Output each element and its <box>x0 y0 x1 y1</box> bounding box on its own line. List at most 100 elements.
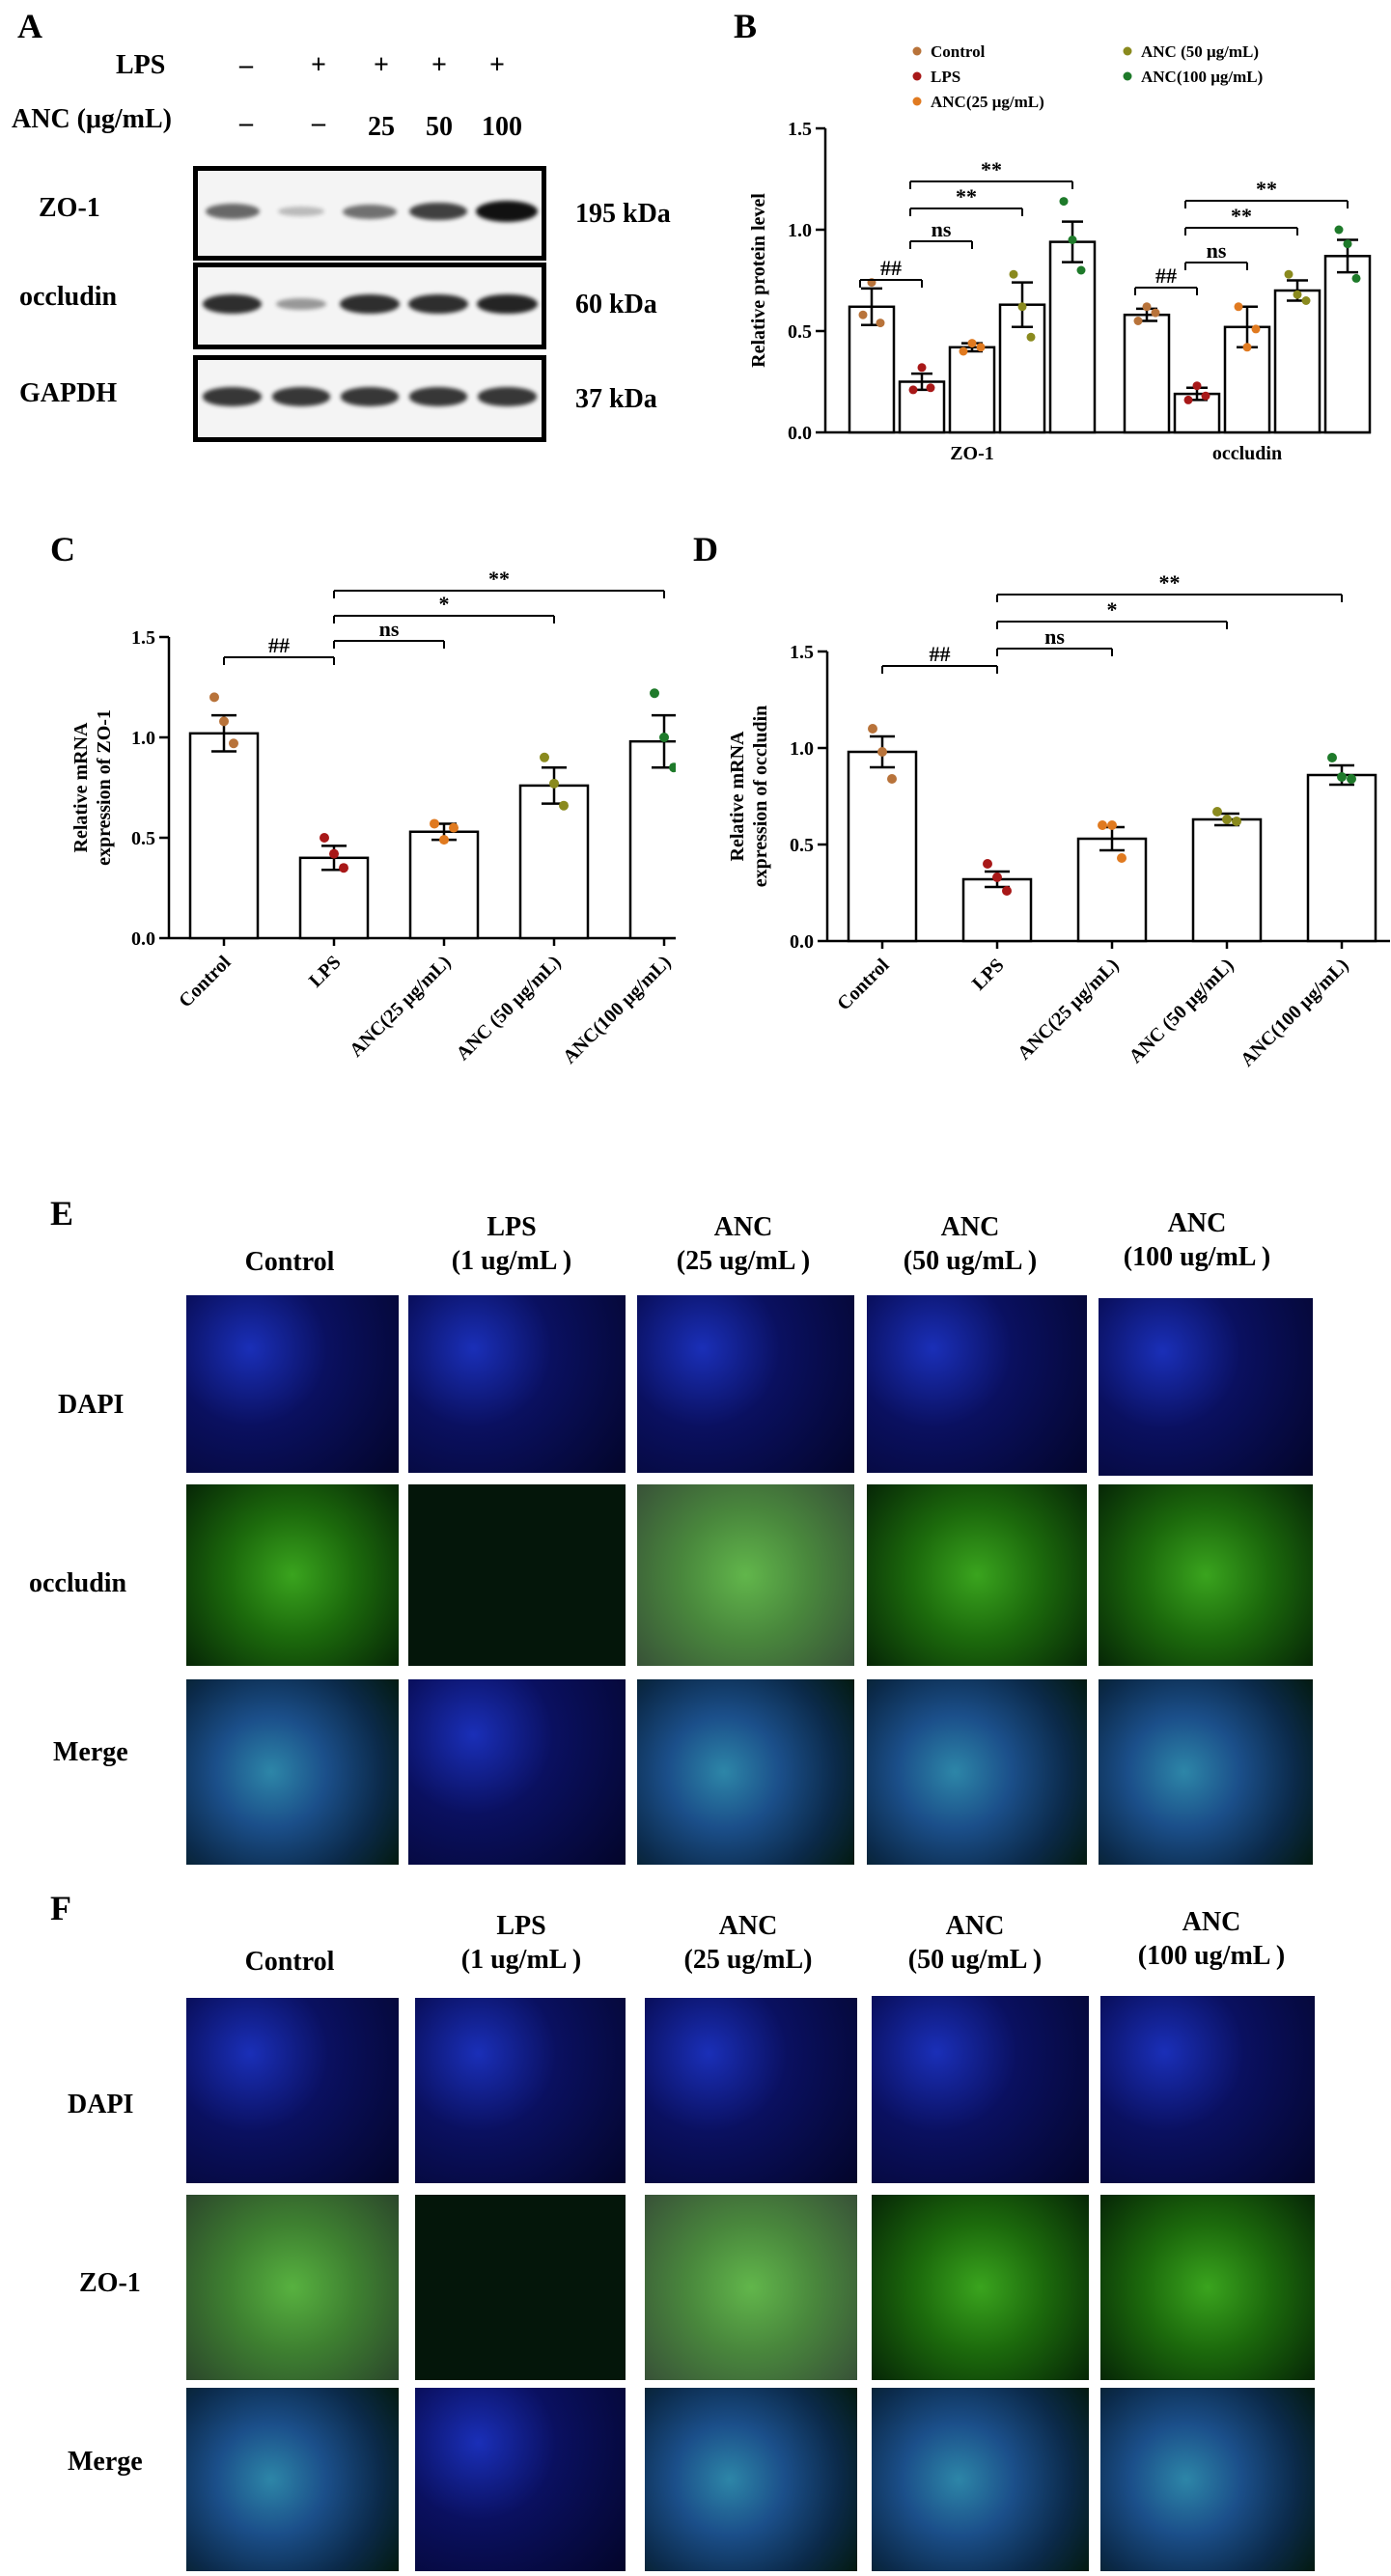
treatment-value: – <box>312 108 325 138</box>
data-point <box>1293 290 1302 299</box>
if-image-zo1-anc100 <box>1100 2195 1315 2380</box>
if-column-header: ANC (25 ug/mL ) <box>676 1212 811 1276</box>
bar <box>848 305 896 434</box>
if-image-merge-control <box>186 2388 399 2571</box>
x-category-label: LPS <box>305 952 345 991</box>
y-tick-label: 0.5 <box>790 835 814 856</box>
if-image-zo1-control <box>186 2195 399 2380</box>
if-image-zo1-anc50 <box>872 2195 1089 2380</box>
if-row-label: Merge <box>53 1737 128 1767</box>
significance-label: ## <box>268 633 290 657</box>
data-point <box>559 800 569 811</box>
bar <box>628 739 676 940</box>
blot-band <box>408 294 468 314</box>
data-point <box>1222 815 1232 824</box>
chart-d-occludin-mrna: Relative mRNA expression of occludin 0.0 0.… <box>727 570 1390 1071</box>
chart-b-protein-level: Relative protein level 0.0 0.5 1.0 1.5 ZO-1 oc… <box>748 42 1372 464</box>
data-point <box>876 319 885 328</box>
blot-band <box>205 204 260 219</box>
if-image-dapi-control <box>186 1295 399 1473</box>
treatment-value: + <box>489 50 505 80</box>
y-tick-label: 1.0 <box>790 738 814 760</box>
data-point <box>320 833 329 843</box>
treatment-label-anc: ANC (μg/mL) <box>12 104 172 134</box>
y-axis-title: Relative protein level <box>748 193 769 368</box>
if-image-dapi-anc50 <box>867 1295 1087 1473</box>
panel-label-d: D <box>693 530 718 568</box>
data-point <box>983 859 992 869</box>
data-point <box>1009 269 1018 279</box>
significance-label: ** <box>956 184 977 208</box>
data-point <box>549 778 559 789</box>
x-category-label: ANC(100 μg/mL) <box>1237 955 1353 1071</box>
significance-label: ** <box>1256 177 1277 201</box>
blot-strip-gapdh <box>193 355 546 442</box>
data-point <box>1301 296 1311 305</box>
data-point <box>1017 302 1027 312</box>
data-point <box>917 363 927 373</box>
bar <box>948 346 996 434</box>
data-point <box>1183 395 1193 404</box>
data-point <box>887 774 897 784</box>
bar <box>961 877 1033 943</box>
if-image-merge-anc50 <box>867 1679 1087 1865</box>
y-tick-label: 1.5 <box>790 642 814 663</box>
data-point <box>908 385 918 395</box>
if-row-label: DAPI <box>58 1390 125 1420</box>
if-column-header: ANC (50 ug/mL ) <box>907 1911 1043 1975</box>
x-category-label: ANC(100 μg/mL) <box>559 952 676 1068</box>
if-image-occludin-anc50 <box>867 1484 1087 1666</box>
y-tick-label: 0.0 <box>790 931 814 953</box>
data-point <box>1347 774 1356 784</box>
legend-label: ANC (50 μg/mL) <box>1141 42 1259 61</box>
if-image-occludin-anc100 <box>1099 1484 1313 1666</box>
significance-label: ** <box>981 157 1002 181</box>
blot-band <box>340 294 400 314</box>
if-row-label: Merge <box>68 2447 143 2477</box>
bar <box>1323 255 1372 434</box>
significance-label: ## <box>1155 263 1177 288</box>
if-column-header: LPS (1 ug/mL ) <box>460 1911 582 1975</box>
y-axis-title: Relative mRNA <box>70 722 92 853</box>
significance-label: ns <box>1044 624 1065 649</box>
data-point <box>540 752 549 762</box>
data-point <box>1337 772 1347 782</box>
data-point <box>1284 269 1294 279</box>
data-point <box>1002 886 1012 896</box>
data-point <box>1232 817 1241 826</box>
bar <box>1306 773 1377 943</box>
y-tick-label: 1.0 <box>131 728 155 749</box>
blot-strip-zo1 <box>193 166 546 261</box>
legend-marker <box>912 71 922 81</box>
if-image-merge-anc100 <box>1100 2388 1315 2571</box>
if-column-header: LPS (1 ug/mL ) <box>451 1212 572 1276</box>
data-point <box>659 733 669 742</box>
if-image-dapi-anc25 <box>637 1295 854 1473</box>
treatment-label-lps: LPS <box>116 50 166 80</box>
bar <box>1273 289 1321 434</box>
x-category-label: LPS <box>968 955 1008 994</box>
panel-label-e: E <box>50 1194 74 1233</box>
data-point <box>1059 197 1069 207</box>
if-column-header: Control <box>244 1947 335 1977</box>
data-point <box>1133 317 1143 325</box>
blot-band <box>343 204 397 219</box>
data-point <box>1151 308 1160 318</box>
treatment-value: + <box>311 50 326 80</box>
treatment-value: 50 <box>426 112 453 142</box>
data-point <box>209 692 219 703</box>
y-tick-label: 0.5 <box>131 828 155 849</box>
x-category-label: ANC (50 μg/mL) <box>1125 955 1238 1067</box>
panel-label-b: B <box>734 7 758 45</box>
treatment-value: + <box>374 50 389 80</box>
y-tick-label: 1.5 <box>788 119 812 140</box>
data-point <box>1076 265 1086 275</box>
y-tick-label: 0.0 <box>131 928 155 950</box>
panel-label-c: C <box>50 530 75 568</box>
if-image-dapi-anc100 <box>1100 1996 1315 2183</box>
if-image-zo1-lps <box>415 2195 626 2380</box>
blot-band <box>409 202 467 221</box>
blot-protein-label: ZO-1 <box>39 193 100 223</box>
y-axis-title: Relative mRNA <box>727 731 748 862</box>
blot-strip-occludin <box>193 263 546 349</box>
